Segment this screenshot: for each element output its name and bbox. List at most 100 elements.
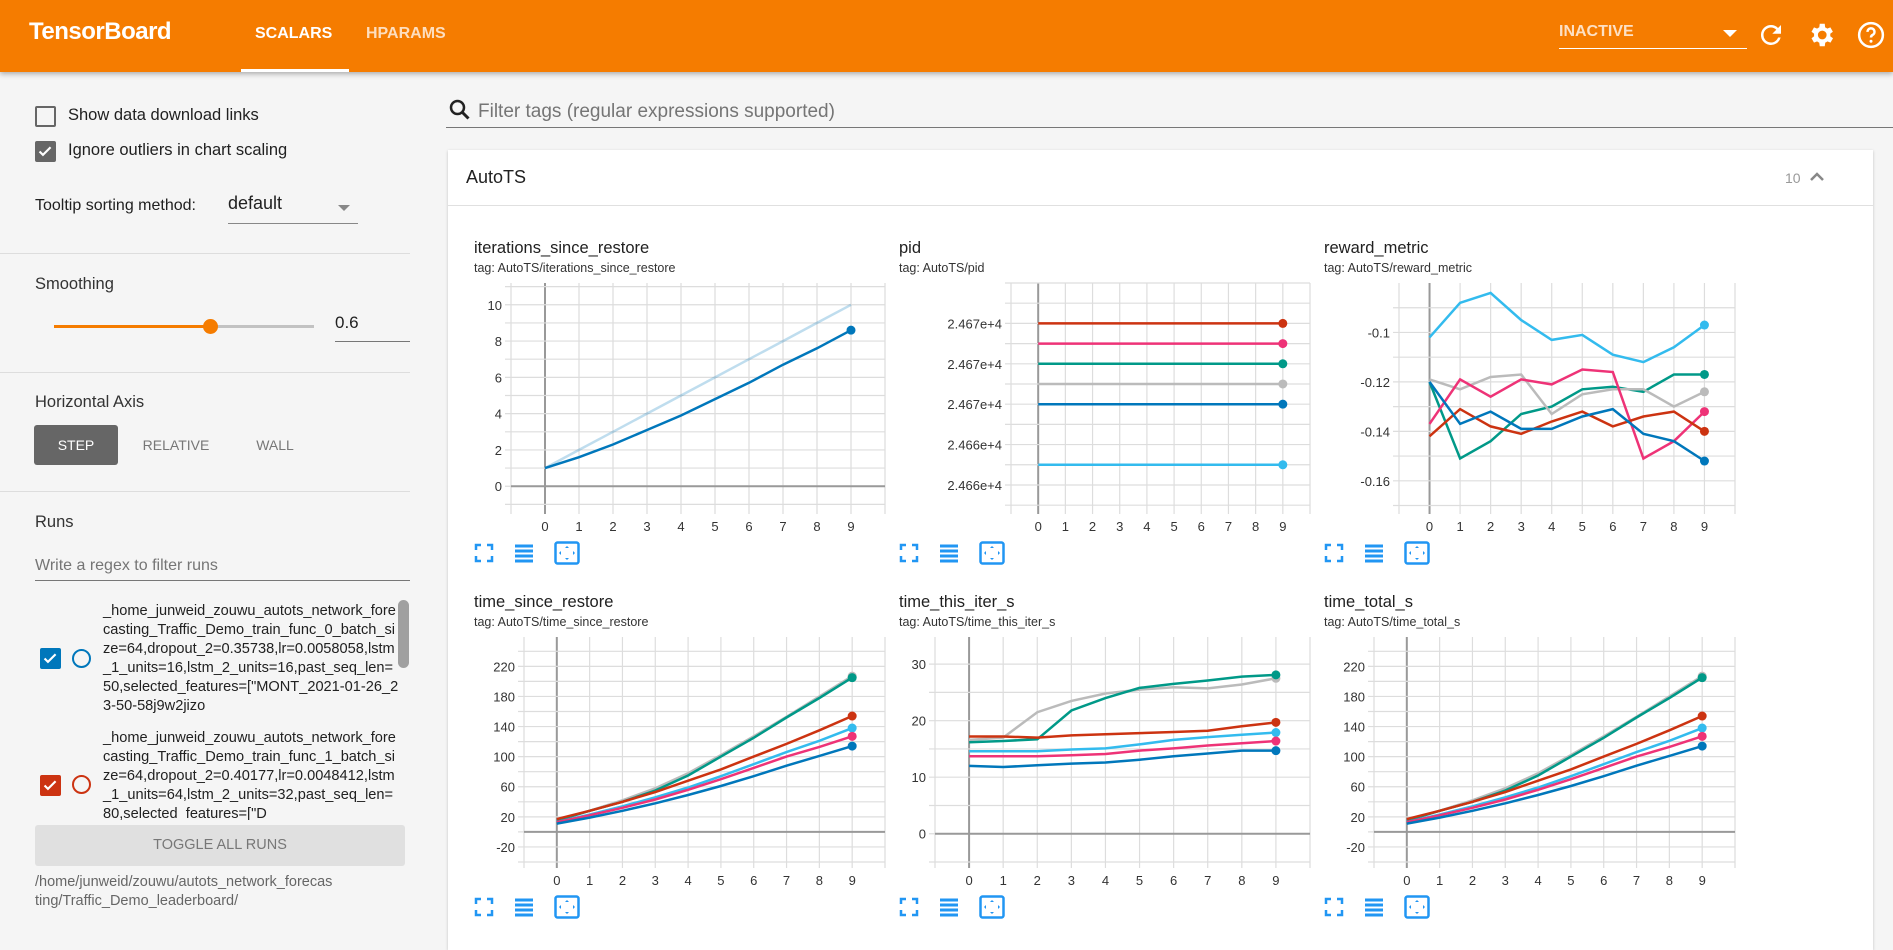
x-tick-label: 8 [1666, 873, 1673, 888]
series-end-point[interactable] [847, 673, 857, 683]
axis-wall-button[interactable]: WALL [256, 437, 294, 453]
chart-plot[interactable]: 0 2 4 6 8 10 0 1 2 3 4 5 6 7 8 9 [460, 243, 886, 543]
log-scale-lines-icon[interactable] [514, 897, 534, 917]
series-line[interactable] [969, 721, 1277, 739]
series-line[interactable] [1428, 381, 1706, 463]
series-line[interactable] [969, 731, 1276, 753]
ignore-outliers-checkbox[interactable] [35, 141, 56, 162]
series-line[interactable] [544, 329, 852, 470]
series-end-point[interactable] [1271, 736, 1281, 746]
chart-plot[interactable]: -20 20 60 100 140 180 220 0 1 2 3 4 5 6 7 8 9 [460, 597, 886, 897]
series-end-point[interactable] [1699, 456, 1709, 466]
help-icon[interactable] [1856, 20, 1886, 50]
log-scale-lines-icon[interactable] [514, 543, 534, 563]
series-end-point[interactable] [847, 711, 857, 721]
run-checkbox[interactable] [40, 648, 61, 669]
category-name: AutoTS [466, 167, 527, 187]
series-line[interactable] [1428, 291, 1706, 364]
series-line[interactable] [1428, 368, 1706, 461]
filter-tags-input[interactable] [446, 96, 1893, 128]
runs-filter-input[interactable] [35, 552, 410, 581]
series-line[interactable] [969, 739, 1276, 758]
series-line[interactable] [1406, 714, 1703, 821]
smoothing-slider[interactable] [54, 319, 314, 334]
tab-scalars[interactable]: SCALARS [255, 25, 333, 42]
series-end-point[interactable] [1699, 426, 1709, 436]
run-checkbox[interactable] [40, 775, 61, 796]
series-end-point[interactable] [846, 325, 856, 335]
tooltip-sorting-select[interactable]: default [228, 193, 358, 224]
series-line[interactable] [969, 749, 1276, 769]
series-end-point[interactable] [1278, 460, 1288, 470]
series-end-point[interactable] [1271, 670, 1281, 680]
fit-domain-icon[interactable] [1404, 541, 1430, 565]
series-end-point[interactable] [1697, 723, 1707, 733]
chart-plot[interactable]: 2.466e+4 2.466e+4 2.467e+4 2.467e+4 2.467e+4… [885, 243, 1311, 543]
series-end-point[interactable] [1278, 318, 1288, 328]
series-end-point[interactable] [1271, 717, 1281, 727]
series-line[interactable] [1406, 735, 1703, 824]
series-line[interactable] [969, 677, 1277, 742]
log-scale-lines-icon[interactable] [939, 897, 959, 917]
log-scale-lines-icon[interactable] [1364, 897, 1384, 917]
settings-gear-icon[interactable] [1806, 20, 1836, 50]
log-scale-lines-icon[interactable] [1364, 543, 1384, 563]
series-end-point[interactable] [1697, 741, 1707, 751]
reload-select[interactable]: INACTIVE [1559, 18, 1747, 49]
chart-plot[interactable]: 0 10 20 30 0 1 2 3 4 5 6 7 8 9 [885, 597, 1311, 897]
series-end-point[interactable] [1699, 387, 1709, 397]
series-end-point[interactable] [1271, 746, 1281, 756]
fullscreen-icon[interactable] [899, 543, 919, 563]
series-line[interactable] [969, 673, 1276, 744]
series-line[interactable] [556, 744, 853, 825]
fullscreen-icon[interactable] [1324, 897, 1344, 917]
series-end-point[interactable] [1278, 359, 1288, 369]
chart-toolbar [1324, 541, 1430, 565]
series-line[interactable] [556, 735, 853, 824]
series-end-point[interactable] [1278, 399, 1288, 409]
series-end-point[interactable] [1271, 728, 1281, 738]
series-line[interactable] [556, 714, 853, 821]
series-end-point[interactable] [1697, 711, 1707, 721]
run-color-radio[interactable] [72, 775, 91, 794]
series-end-point[interactable] [1278, 379, 1288, 389]
fullscreen-icon[interactable] [899, 897, 919, 917]
chevron-up-icon[interactable] [1808, 168, 1826, 186]
axis-step-button[interactable]: STEP [34, 425, 118, 465]
series-line[interactable] [1428, 373, 1705, 461]
fit-domain-icon[interactable] [554, 895, 580, 919]
show-download-links-checkbox[interactable] [35, 106, 56, 127]
log-scale-lines-icon[interactable] [939, 543, 959, 563]
chart-plot[interactable]: -0.16 -0.14 -0.12 -0.1 0 1 2 3 4 5 6 7 8 9 [1310, 243, 1736, 543]
category-header[interactable]: AutoTS 10 [448, 150, 1873, 206]
fullscreen-icon[interactable] [474, 897, 494, 917]
tab-hparams[interactable]: HPARAMS [366, 25, 446, 42]
runs-scrollbar[interactable] [398, 600, 409, 668]
series-end-point[interactable] [847, 731, 857, 741]
series-line[interactable] [1429, 373, 1706, 416]
refresh-icon[interactable] [1756, 20, 1786, 50]
toggle-all-runs-button[interactable]: TOGGLE ALL RUNS [35, 825, 405, 866]
series-end-point[interactable] [1699, 407, 1709, 417]
fit-domain-icon[interactable] [979, 541, 1005, 565]
series-line[interactable] [556, 675, 853, 822]
fit-domain-icon[interactable] [1404, 895, 1430, 919]
series-line[interactable] [1406, 675, 1703, 822]
series-end-point[interactable] [1699, 320, 1709, 330]
chart-plot[interactable]: -20 20 60 100 140 180 220 0 1 2 3 4 5 6 7 8 9 [1310, 597, 1736, 897]
series-end-point[interactable] [1278, 339, 1288, 349]
smoothing-slider-thumb[interactable] [203, 319, 218, 334]
fullscreen-icon[interactable] [1324, 543, 1344, 563]
run-color-radio[interactable] [72, 649, 91, 668]
series-end-point[interactable] [1697, 731, 1707, 741]
series-end-point[interactable] [1697, 673, 1707, 683]
fit-domain-icon[interactable] [554, 541, 580, 565]
fullscreen-icon[interactable] [474, 543, 494, 563]
series-end-point[interactable] [1699, 369, 1709, 379]
fit-domain-icon[interactable] [979, 895, 1005, 919]
series-end-point[interactable] [847, 741, 857, 751]
axis-relative-button[interactable]: RELATIVE [142, 437, 210, 453]
series-end-point[interactable] [847, 723, 857, 733]
smoothing-value-input[interactable]: 0.6 [335, 313, 410, 342]
series-line[interactable] [1406, 744, 1703, 825]
